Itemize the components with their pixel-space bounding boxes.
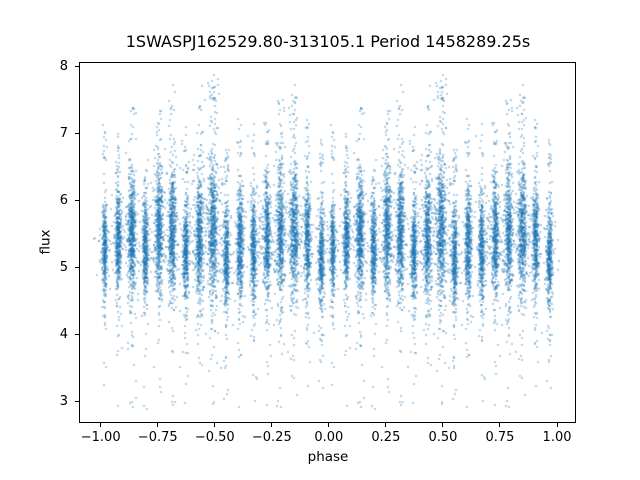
x-axis-label: phase [307, 449, 349, 465]
chart-title: 1SWASPJ162529.80-313105.1 Period 1458289… [125, 32, 531, 51]
axes-frame [79, 62, 576, 423]
y-axis-label: flux [37, 229, 54, 255]
